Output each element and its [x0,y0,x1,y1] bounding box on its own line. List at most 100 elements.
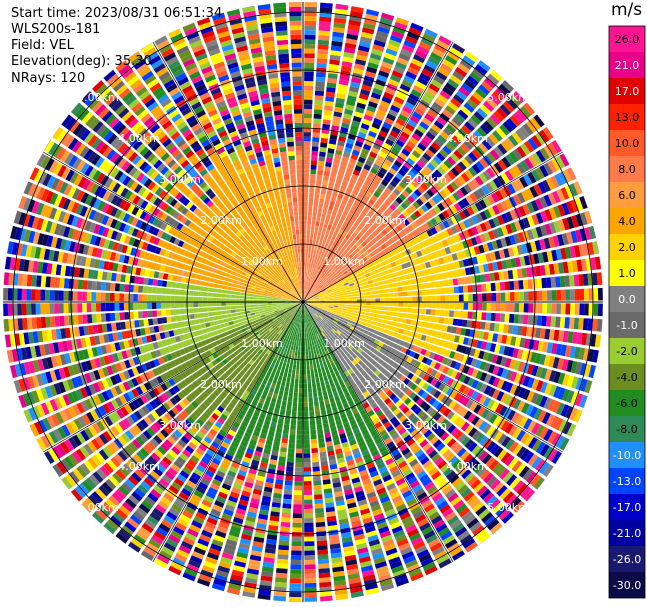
range-gate [395,399,403,408]
range-gate [161,317,168,324]
range-gate [146,167,156,177]
range-gate [263,40,275,47]
range-gate [179,80,191,90]
range-gate [347,29,360,36]
range-gate [220,556,233,565]
range-gate [372,163,381,171]
range-gate [63,183,73,196]
range-gate [142,164,152,174]
range-gate [414,377,422,385]
range-gate [481,80,494,92]
range-gate [460,143,470,154]
range-gate [371,231,378,238]
range-gate [114,488,127,500]
range-gate [35,289,41,301]
range-gate [183,484,194,493]
range-gate [332,570,345,577]
range-gate [206,78,218,87]
range-gate [456,405,465,415]
range-gate [346,186,353,194]
range-gate [218,130,228,138]
range-gate [157,500,169,510]
range-gate [334,274,339,279]
range-gate [158,325,164,332]
range-gate [151,534,164,545]
range-gate [237,93,248,101]
range-gate [148,390,157,399]
range-gate [157,418,166,428]
range-gate [414,488,425,497]
range-gate [75,255,83,266]
range-gate [347,299,353,302]
range-gate [311,283,315,288]
range-gate [3,303,4,317]
range-gate [304,569,316,574]
range-gate [326,82,337,89]
range-gate [389,465,399,474]
range-gate [187,136,197,146]
range-gate [331,561,344,568]
range-gate [92,121,104,133]
range-gate [352,481,362,489]
range-gate [425,463,436,473]
range-gate [100,249,108,259]
range-gate [478,350,485,360]
range-gate [290,564,302,570]
range-gate [201,529,213,539]
range-gate [362,278,368,283]
range-gate [432,47,445,58]
range-gate [582,273,589,286]
range-gate [226,592,240,596]
range-gate [230,155,239,163]
range-gate [162,138,172,148]
range-gate [596,272,603,285]
range-gate [466,457,477,468]
range-gate [404,422,413,430]
range-gate [424,394,433,403]
range-gate [114,170,124,181]
range-gate [423,530,436,540]
range-gate [156,39,170,50]
range-gate [386,155,395,163]
range-gate [147,379,156,389]
range-gate [537,290,543,301]
range-gate [424,201,433,210]
range-gate [40,372,49,385]
range-gate [251,138,260,145]
range-gate [425,148,435,158]
range-gate [371,48,383,57]
range-gate [455,327,462,335]
range-gate [401,280,407,286]
range-gate [393,122,404,131]
range-gate [546,303,552,314]
range-gate [116,351,124,361]
range-gate [303,122,312,128]
range-gate [202,423,211,432]
range-gate [163,79,176,89]
range-gate [112,182,121,193]
range-gate [342,479,351,487]
range-gate [497,143,508,155]
range-gate [57,164,67,178]
range-gate [176,121,187,131]
range-gate [173,238,181,246]
range-gate [378,413,386,421]
range-gate [366,105,377,113]
range-gate [190,455,200,464]
range-gate [107,240,115,250]
range-gate [539,461,550,475]
range-gate [237,49,249,57]
range-gate [92,80,102,89]
range-gate [138,311,144,319]
range-gate [40,303,46,315]
range-gate [40,204,49,217]
range-gate [84,337,92,347]
range-gate [312,290,316,295]
range-gate [511,131,523,144]
range-gate [316,531,327,537]
range-gate [324,218,330,225]
range-gate [126,265,132,274]
range-gate [458,128,469,139]
range-gate [348,577,361,585]
range-gate [164,215,172,224]
